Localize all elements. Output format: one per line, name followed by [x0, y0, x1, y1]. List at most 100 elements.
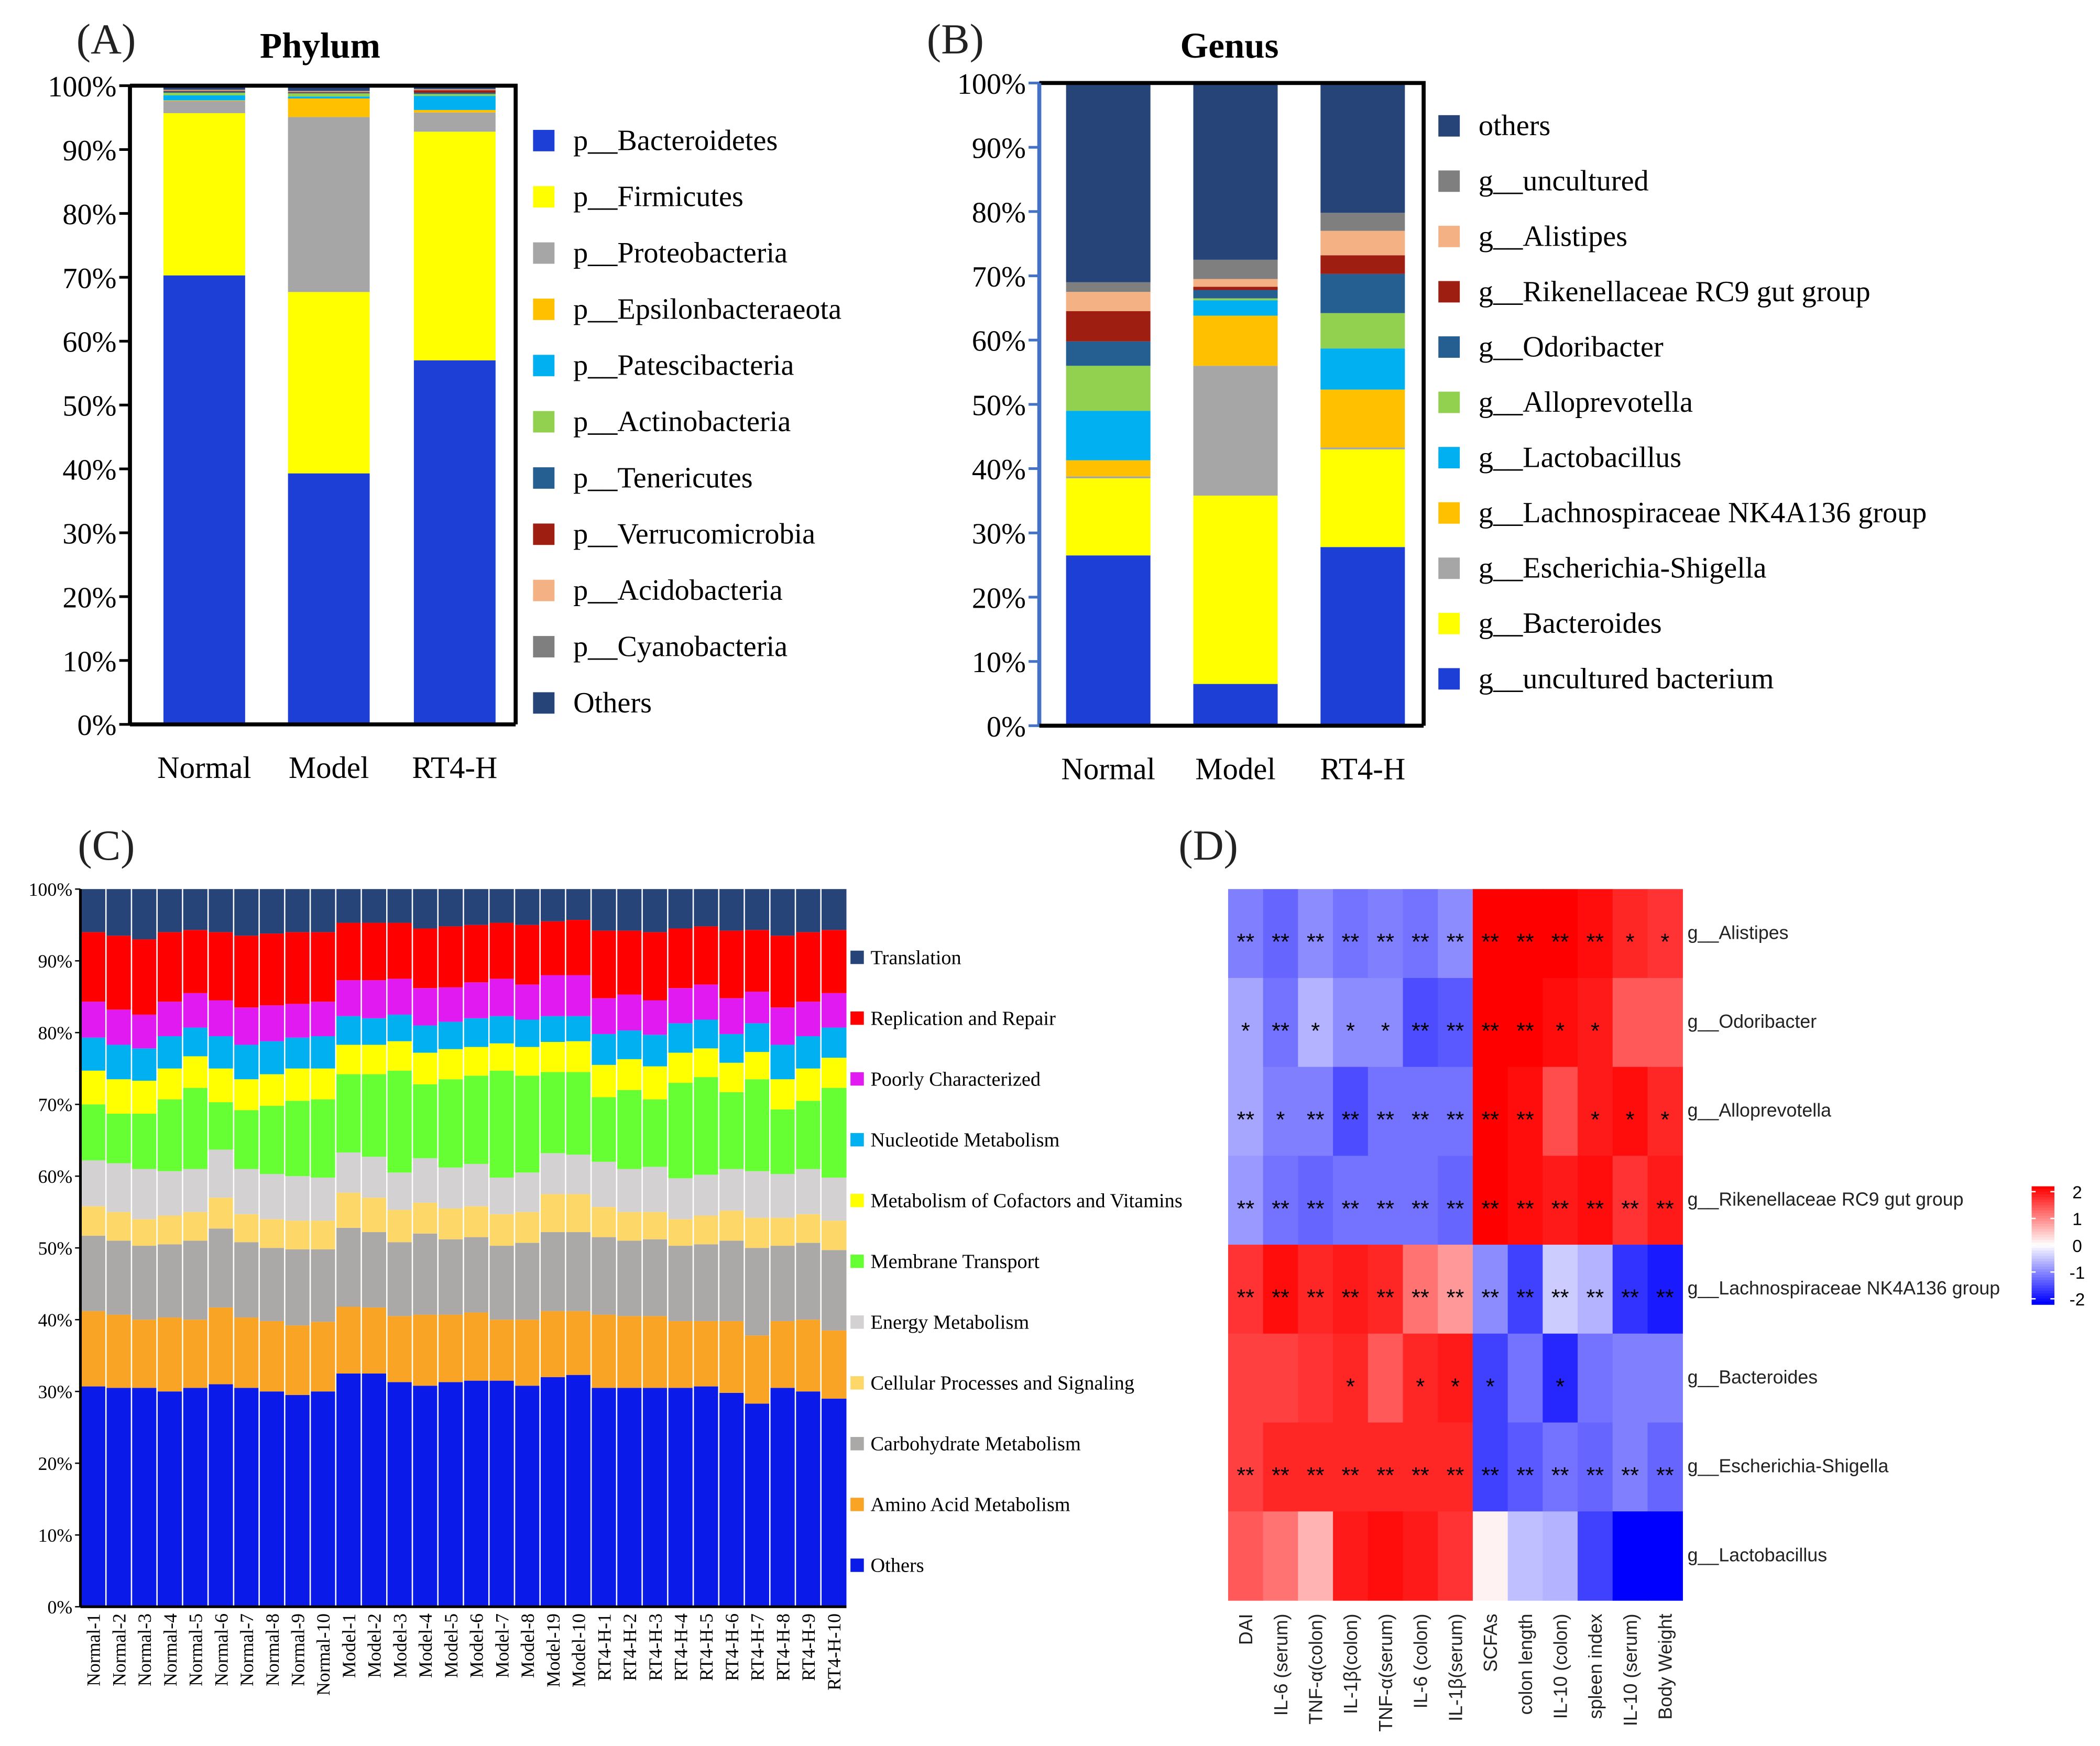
bar-segment	[1193, 366, 1278, 496]
heatmap-cell	[1263, 1333, 1299, 1423]
bar-segment	[233, 1317, 259, 1388]
bar-segment	[642, 1316, 668, 1388]
colorbar-step	[2031, 1194, 2054, 1198]
bar-segment	[387, 979, 413, 1015]
heatmap-cell	[1368, 1245, 1404, 1334]
x-tick-label: Model-19	[543, 1613, 564, 1687]
significance-marker: **	[1412, 1286, 1429, 1311]
heatmap-cell	[1543, 1511, 1578, 1601]
bar-segment	[106, 1009, 132, 1045]
bar-segment	[163, 113, 245, 276]
bar-segment	[821, 1330, 847, 1399]
significance-marker: **	[1412, 1196, 1429, 1222]
bar-segment	[489, 889, 515, 923]
bar-segment	[80, 1235, 106, 1311]
bar-segment	[233, 1007, 259, 1045]
colorbar-step	[2031, 1299, 2054, 1302]
x-tick-label: Model	[289, 751, 369, 785]
column-label: DAI	[1235, 1613, 1256, 1645]
legend-swatch	[533, 579, 555, 601]
bar-segment	[718, 1092, 745, 1169]
bar-segment	[182, 1240, 209, 1320]
column-label: TNF-α(serum)	[1375, 1613, 1396, 1731]
bar-segment	[821, 930, 847, 993]
heatmap-cell	[1578, 978, 1613, 1068]
legend-label: Amino Acid Metabolism	[870, 1494, 1070, 1516]
significance-marker: **	[1481, 1107, 1499, 1133]
bar-segment	[616, 930, 642, 995]
bar-segment	[795, 889, 821, 932]
x-tick-label: Model-10	[568, 1613, 589, 1687]
heatmap-cell	[1298, 1156, 1333, 1245]
bar-segment	[1066, 460, 1151, 477]
significance-marker: **	[1621, 1286, 1639, 1311]
bar-segment	[288, 117, 370, 292]
significance-marker: **	[1272, 1196, 1289, 1222]
x-tick-label: RT4-H-10	[824, 1613, 845, 1690]
bar-segment	[770, 1109, 796, 1174]
bar-segment	[259, 1391, 285, 1607]
legend-swatch	[850, 1193, 864, 1207]
heatmap-cell	[1507, 1067, 1544, 1157]
bar-segment	[1066, 341, 1151, 366]
legend-swatch	[850, 950, 864, 964]
legend-label: p__Cyanobacteria	[573, 630, 788, 663]
colorbar-step	[2031, 1269, 2054, 1273]
legend-swatch	[533, 523, 555, 545]
bar-segment	[795, 1243, 821, 1320]
legend-label: g__Bacteroides	[1479, 607, 1662, 640]
bar-segment	[412, 889, 438, 929]
significance-marker: **	[1656, 1196, 1674, 1222]
legend-label: Energy Metabolism	[870, 1312, 1029, 1334]
legend-swatch	[1438, 612, 1460, 634]
bar-segment	[514, 925, 540, 985]
bar-segment	[718, 1169, 745, 1211]
y-tick-label: 20%	[972, 582, 1026, 614]
bar-segment	[157, 1244, 183, 1318]
heatmap-cell	[1333, 1245, 1369, 1334]
bar-segment	[1320, 213, 1405, 231]
bar-segment	[157, 1391, 183, 1607]
legend-label: p__Actinobacteria	[573, 405, 791, 438]
colorbar-step	[2031, 1253, 2054, 1257]
bar-segment	[463, 1163, 489, 1206]
heatmap-cell	[1403, 1511, 1438, 1601]
x-tick-label: Normal-5	[185, 1613, 206, 1686]
significance-marker: **	[1412, 1107, 1429, 1133]
legend-swatch	[850, 1558, 864, 1572]
colorbar-step	[2031, 1248, 2054, 1251]
heatmap-cell	[1543, 1422, 1578, 1512]
heatmap-cell	[1647, 889, 1683, 979]
bar-segment	[335, 1016, 362, 1045]
bar-segment	[80, 1311, 106, 1387]
bar-segment	[463, 889, 489, 925]
bar-segment	[412, 1202, 438, 1234]
legend-swatch	[1438, 668, 1460, 690]
bar-segment	[259, 1174, 285, 1220]
bar-segment	[1066, 292, 1151, 312]
legend-label: Cellular Processes and Signaling	[870, 1372, 1134, 1394]
heatmap-cell	[1543, 1333, 1578, 1423]
bar-segment	[412, 1158, 438, 1203]
bar-segment	[540, 1153, 566, 1194]
bar-segment	[335, 1192, 362, 1228]
bar-segment	[489, 979, 515, 1016]
heatmap-cell	[1438, 1511, 1473, 1601]
bar-segment	[361, 1198, 387, 1233]
heatmap-cell	[1647, 1511, 1683, 1601]
bar-segment	[288, 85, 370, 91]
bar-segment	[668, 1178, 694, 1220]
significance-marker: **	[1307, 930, 1325, 955]
y-tick-label: 10%	[972, 646, 1026, 679]
bar-segment	[438, 1239, 464, 1315]
bar-segment	[438, 1049, 464, 1080]
heatmap-cell	[1403, 889, 1438, 979]
bar-segment	[106, 1314, 132, 1388]
significance-marker: *	[1486, 1374, 1495, 1399]
heatmap-cell	[1438, 1067, 1473, 1157]
bar-segment	[642, 1000, 668, 1035]
colorbar-step	[2031, 1290, 2054, 1294]
heatmap-cell	[1333, 978, 1369, 1068]
x-tick-label: Model-7	[491, 1613, 512, 1678]
significance-marker: **	[1307, 1463, 1325, 1488]
